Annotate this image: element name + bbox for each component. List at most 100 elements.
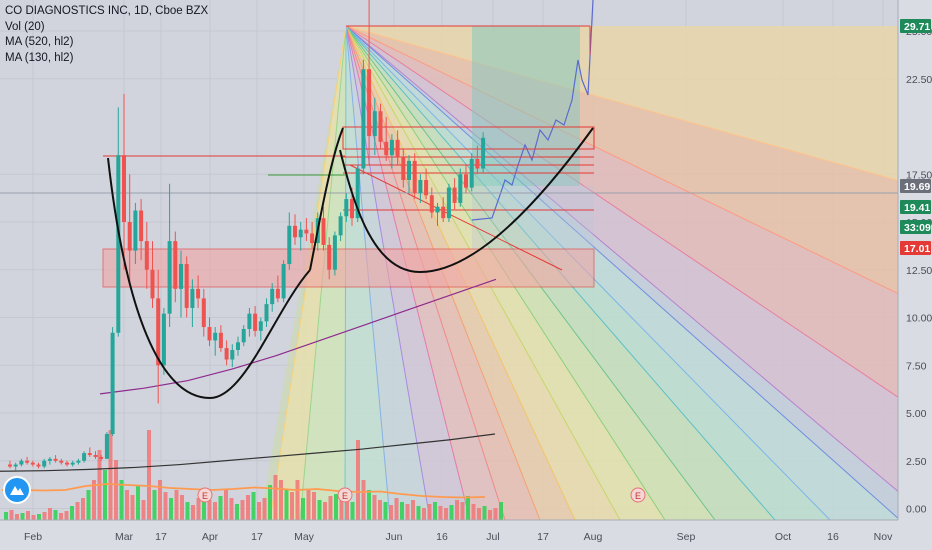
volume-bar <box>334 494 338 520</box>
y-tick-label: 5.00 <box>906 408 927 420</box>
candle-body <box>253 313 258 331</box>
earnings-marker-label: E <box>635 491 641 501</box>
price-axis-panel[interactable] <box>898 0 932 550</box>
candle-body <box>201 298 206 328</box>
volume-bar <box>438 506 443 520</box>
legend-vol[interactable]: Vol (20) <box>5 20 45 33</box>
candle-body <box>338 216 343 236</box>
x-tick-label: Nov <box>874 531 893 543</box>
candle-body <box>184 264 189 308</box>
legend-ma-130[interactable]: MA (130, hl2) <box>5 51 74 64</box>
volume-bar <box>152 490 157 520</box>
legend-ma-520[interactable]: MA (520, hl2) <box>5 36 74 48</box>
candle-body <box>270 288 275 305</box>
candle-body <box>310 233 315 244</box>
trend-line <box>349 164 563 271</box>
volume-bar <box>15 514 19 520</box>
candle-body <box>327 244 332 270</box>
y-tick-label: 12.50 <box>906 265 932 277</box>
fan-ray <box>345 25 898 182</box>
volume-bar <box>191 505 195 520</box>
candle-body <box>281 264 286 299</box>
time-axis-panel[interactable] <box>0 520 898 550</box>
x-tick-label: 16 <box>827 531 839 543</box>
volume-bar <box>202 494 206 520</box>
volume-bar <box>257 502 261 520</box>
candle-body <box>179 264 183 289</box>
volume-bar <box>273 475 278 520</box>
cup-pattern-2 <box>339 127 594 274</box>
volume-bar <box>224 490 228 520</box>
candle-body <box>424 179 429 196</box>
moving-averages <box>0 278 497 499</box>
volume-bar <box>75 502 80 520</box>
volume-bar <box>444 508 448 520</box>
volume-bar <box>240 500 245 520</box>
candle-body <box>247 313 252 329</box>
x-tick-label: 17 <box>537 531 549 543</box>
volume-bar <box>306 490 311 520</box>
volume-bar <box>158 480 162 520</box>
volume-bar <box>31 515 36 520</box>
volume-bar <box>367 490 371 520</box>
volume-bar <box>59 513 63 520</box>
volume-bar <box>422 508 426 520</box>
volume-bar <box>279 480 283 520</box>
y-tick-label: 7.50 <box>906 360 927 372</box>
candle-body <box>167 241 172 314</box>
tradingview-logo-icon[interactable] <box>3 476 31 504</box>
volume-bar <box>147 430 151 520</box>
ma-520-line <box>0 433 496 472</box>
volume-bar <box>180 495 184 520</box>
volume-bar <box>328 496 333 520</box>
volume-bar <box>312 492 316 520</box>
volume-bar <box>130 495 135 520</box>
volume-bar <box>229 498 234 520</box>
volume-bar <box>466 496 470 520</box>
volume-bar <box>114 460 118 520</box>
volume-bar <box>301 498 305 520</box>
price-tag-label: 19.41 <box>904 202 930 214</box>
candle-body <box>30 462 35 465</box>
volume-bar <box>37 514 41 520</box>
candle-body <box>446 187 451 219</box>
x-tick-label: Feb <box>24 531 42 543</box>
volume-bar <box>235 504 239 520</box>
candle-body <box>207 327 212 341</box>
candle-body <box>76 460 81 463</box>
candle-body <box>93 455 98 457</box>
volume-bar <box>53 510 58 520</box>
volume-bar <box>103 470 107 520</box>
cup-pattern-1 <box>107 157 311 400</box>
x-tick-label: Aug <box>584 531 603 543</box>
fan-ray <box>345 25 898 398</box>
legend-symbol[interactable]: CO DIAGNOSTICS INC, 1D, Cboe BZX <box>5 5 209 17</box>
volume-bar <box>427 504 432 520</box>
y-tick-label: 22.50 <box>906 74 932 86</box>
candle-body <box>8 464 12 467</box>
candle-body <box>418 179 423 194</box>
volume-bar <box>185 502 190 520</box>
x-tick-label: Jul <box>486 531 499 543</box>
volume-bar <box>499 502 503 520</box>
candle-body <box>378 111 383 142</box>
candle-body <box>298 229 303 238</box>
candle-body <box>230 349 235 360</box>
candle-body <box>116 155 121 333</box>
candle-body <box>258 321 263 331</box>
target-box <box>472 26 580 186</box>
volume-bar <box>119 480 124 520</box>
legend: CO DIAGNOSTICS INC, 1D, Cboe BZX Vol (20… <box>5 4 208 66</box>
volume-bar <box>394 498 399 520</box>
candle-body <box>441 206 446 219</box>
candle-body <box>42 460 47 467</box>
fan-ray <box>345 25 898 492</box>
volume-bar <box>477 508 481 520</box>
candle-body <box>70 462 75 465</box>
volume-bar <box>433 502 437 520</box>
price-tag-label: 33:09 <box>904 222 931 234</box>
candle-body <box>150 269 155 299</box>
x-tick-label: Apr <box>202 531 219 543</box>
